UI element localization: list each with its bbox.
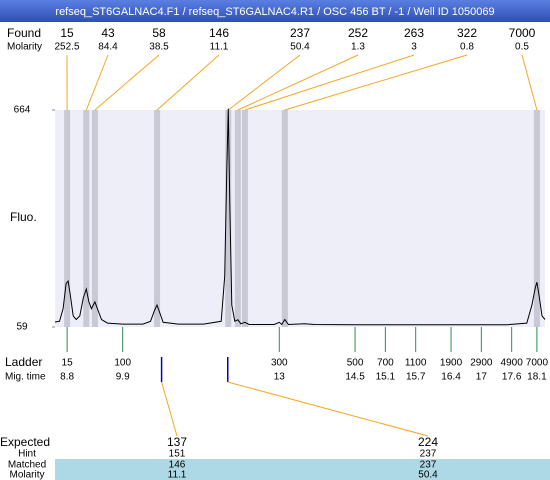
peak-band	[83, 110, 90, 327]
found-size: 252	[348, 26, 368, 40]
peak-band	[241, 110, 248, 327]
found-label: Found	[7, 26, 41, 40]
expected-molarity: 11.1	[168, 470, 187, 480]
hint-value: 151	[169, 449, 186, 460]
ladder-size: 7000	[526, 358, 549, 369]
ladder-mig-time: 16.4	[441, 372, 461, 383]
peak-band	[234, 110, 241, 327]
molarity-row-bg	[55, 470, 550, 480]
peak-connector	[244, 54, 415, 111]
hint-value: 237	[420, 449, 437, 460]
matched-value: 237	[420, 460, 437, 471]
ladder-mig-time: 8.8	[60, 372, 74, 383]
peak-connector	[227, 54, 301, 111]
ladder-size: 100	[114, 358, 131, 369]
ladder-mig-time: 17.6	[502, 372, 522, 383]
peak-band	[533, 110, 540, 327]
title: refseq_ST6GALNAC4.F1 / refseq_ST6GALNAC4…	[55, 6, 494, 18]
ladder-size: 300	[271, 358, 288, 369]
peak-connector	[94, 54, 160, 111]
ladder-label: Ladder	[5, 355, 42, 369]
found-size: 43	[101, 26, 115, 40]
ladder-size: 500	[347, 358, 364, 369]
ladder-size: 15	[62, 358, 74, 369]
found-size: 7000	[509, 26, 536, 40]
molarity-label: Molarity	[7, 42, 42, 53]
found-molarity: 0.5	[515, 42, 529, 53]
found-molarity: 252.5	[54, 42, 79, 53]
ladder-mig-time: 15.1	[376, 372, 396, 383]
title-bar	[0, 0, 550, 22]
ladder-size: 1900	[440, 358, 463, 369]
expected-size: 224	[418, 435, 438, 449]
found-molarity: 50.4	[290, 42, 310, 53]
found-size: 58	[152, 26, 166, 40]
ladder-mig-time: 15.7	[406, 372, 426, 383]
ladder-mig-time: 18.1	[527, 372, 547, 383]
hint-label: Hint	[18, 449, 36, 460]
mig-time-label: Mig. time	[5, 372, 46, 383]
peak-band	[91, 110, 98, 327]
matched-label: Matched	[8, 460, 46, 471]
found-molarity: 84.4	[98, 42, 118, 53]
ladder-mig-time: 14.5	[345, 372, 365, 383]
expected-connector	[227, 381, 429, 437]
matched-row-bg	[55, 459, 550, 470]
found-size: 237	[290, 26, 310, 40]
expected-molarity: 50.4	[418, 470, 438, 480]
y-tick-label: 59	[16, 322, 28, 333]
found-size: 146	[209, 26, 229, 40]
ladder-mig-time: 17	[476, 372, 488, 383]
peak-connector	[284, 54, 468, 111]
y-tick-label: 664	[14, 105, 31, 116]
found-molarity: 0.8	[460, 42, 474, 53]
plot-area	[55, 110, 545, 327]
ladder-size: 4900	[501, 358, 524, 369]
found-molarity: 3	[411, 42, 417, 53]
expected-connector	[161, 381, 178, 437]
found-molarity: 38.5	[149, 42, 169, 53]
found-molarity: 1.3	[351, 42, 365, 53]
trace	[54, 108, 546, 326]
peak-band	[64, 110, 71, 327]
expected-label: Expected	[0, 435, 50, 449]
peak-connector	[237, 54, 359, 111]
y-axis-label: Fluo.	[10, 210, 37, 224]
matched-value: 146	[169, 460, 186, 471]
found-size: 322	[457, 26, 477, 40]
peak-connector	[85, 54, 109, 111]
peak-band	[154, 110, 161, 327]
found-molarity: 11.1	[210, 42, 229, 53]
ladder-mig-time: 9.9	[116, 372, 130, 383]
peak-band	[281, 110, 288, 327]
peak-band	[225, 110, 232, 327]
peak-connector	[156, 54, 220, 111]
expected-molarity-label: Molarity	[9, 470, 44, 480]
ladder-size: 700	[377, 358, 394, 369]
ladder-size: 1100	[405, 358, 427, 369]
ladder-size: 2900	[470, 358, 493, 369]
found-size: 15	[60, 26, 74, 40]
found-size: 263	[404, 26, 424, 40]
peak-connector	[521, 54, 538, 111]
ladder-mig-time: 13	[274, 372, 286, 383]
expected-size: 137	[167, 435, 187, 449]
